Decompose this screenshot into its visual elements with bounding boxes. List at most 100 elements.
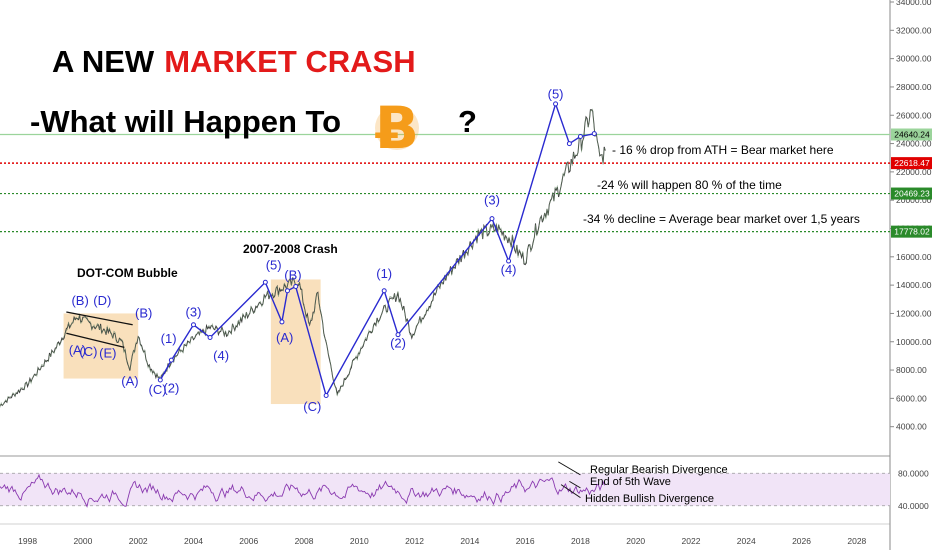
y-tick-label: 12000.00 — [896, 308, 932, 318]
y-tick-label: 20000.00 — [896, 195, 932, 205]
level-label: 17778.02 — [894, 227, 930, 237]
wave-label: (B) — [284, 267, 301, 282]
wave-label: (B) — [71, 293, 88, 308]
wave-label: (1) — [376, 266, 392, 281]
wave-pivot-point — [489, 216, 495, 222]
x-tick-label: 2014 — [460, 536, 479, 546]
wave-label: (4) — [213, 348, 229, 363]
x-tick-label: 2000 — [73, 536, 92, 546]
annotation-drop-34: -34 % decline = Average bear market over… — [583, 212, 860, 226]
x-tick-label: 2018 — [571, 536, 590, 546]
wave-label: (5) — [266, 258, 282, 273]
level-label: 24640.24 — [894, 129, 930, 139]
wave-label: (3) — [484, 192, 500, 207]
x-tick-label: 2012 — [405, 536, 424, 546]
y-tick-label: 24000.00 — [896, 139, 932, 149]
title-line-2: -What will Happen To — [30, 104, 342, 139]
annotation-rsi-bearish: Regular Bearish Divergence — [590, 464, 728, 476]
x-tick-label: 2016 — [516, 536, 535, 546]
wave-pivot-point — [207, 335, 213, 341]
dotcom-channel-bottom — [66, 332, 125, 349]
wave-label: (C) — [79, 344, 97, 359]
wave-label: (1) — [161, 331, 177, 346]
y-tick-label: 30000.00 — [896, 54, 932, 64]
level-label-bg — [891, 225, 932, 238]
y-tick-label: 22000.00 — [896, 167, 932, 177]
x-tick-label: 2010 — [350, 536, 369, 546]
rsi-tick-label: 80.0000 — [898, 468, 929, 478]
wave-pivot-point — [395, 332, 401, 338]
wave-pivot-point — [190, 322, 196, 328]
wave-label: (D) — [93, 293, 111, 308]
wave-label: (4) — [501, 262, 517, 277]
annotation-drop-16: - 16 % drop from ATH = Bear market here — [612, 143, 834, 157]
x-tick-label: 2026 — [792, 536, 811, 546]
x-tick-label: 2004 — [184, 536, 203, 546]
annotation-drop-24: -24 % will happen 80 % of the time — [597, 178, 782, 192]
annotation-crash-2008: 2007-2008 Crash — [243, 242, 338, 256]
y-tick-label: 8000.00 — [896, 365, 927, 375]
wave-label: (A) — [121, 374, 138, 389]
level-label-bg — [891, 187, 932, 200]
level-label: 22618.47 — [894, 158, 930, 168]
wave-label: (C) — [149, 382, 167, 397]
wave-pivot-point — [293, 284, 299, 290]
wave-pivot-point — [381, 288, 387, 294]
x-tick-label: 2008 — [295, 536, 314, 546]
annotation-rsi-hidden: Hidden Bullish Divergence — [585, 493, 715, 505]
level-label-bg — [891, 128, 932, 141]
bearish-divergence-line — [558, 461, 581, 476]
y-tick-label: 32000.00 — [896, 25, 932, 35]
bitcoin-icon-halo — [375, 106, 419, 150]
x-tick-label: 2022 — [682, 536, 701, 546]
x-tick-label: 2006 — [239, 536, 258, 546]
wave-pivot-point — [553, 101, 559, 107]
rsi-series — [0, 473, 605, 508]
wave-label: (E) — [99, 345, 116, 360]
dotcom-channel-top — [66, 311, 133, 326]
bitcoin-icon: Ƀ — [375, 94, 419, 162]
rsi-band — [0, 473, 890, 506]
wave-pivot-point — [168, 357, 174, 363]
x-tick-label: 2020 — [626, 536, 645, 546]
wave-pivot-point — [262, 279, 268, 285]
title-red-part: MARKET CRASH — [164, 44, 416, 79]
level-label-bg — [891, 157, 932, 170]
wave-label: (B) — [135, 306, 152, 321]
wave-pivot-point — [566, 141, 572, 147]
wave-pivot-point — [157, 377, 163, 383]
y-tick-label: 6000.00 — [896, 393, 927, 403]
annotation-dotcom: DOT-COM Bubble — [77, 266, 178, 280]
x-tick-label: 1998 — [18, 536, 37, 546]
title-question-mark: ? — [458, 104, 477, 139]
level-label: 20469.23 — [894, 189, 930, 199]
y-tick-label: 34000.00 — [896, 0, 932, 7]
y-tick-label: 28000.00 — [896, 82, 932, 92]
wave-pivot-point — [284, 288, 290, 294]
crash-2008-box — [270, 279, 321, 405]
title-line-1: A NEW MARKET CRASH — [52, 44, 416, 80]
wave-label: (2) — [163, 381, 179, 396]
wave-pivot-point — [279, 319, 285, 325]
x-tick-label: 2002 — [129, 536, 148, 546]
y-tick-label: 16000.00 — [896, 252, 932, 262]
wave-pivot-point — [506, 258, 512, 264]
end-wave-marker-line — [569, 480, 581, 489]
title-black-part: A NEW — [52, 44, 155, 79]
y-tick-label: 26000.00 — [896, 110, 932, 120]
wave-label: (A) — [276, 330, 293, 345]
y-tick-label: 10000.00 — [896, 337, 932, 347]
wave-label: (2) — [390, 335, 406, 350]
wave-pivot-point — [577, 133, 583, 139]
y-tick-label: 14000.00 — [896, 280, 932, 290]
wave-label: (3) — [186, 304, 202, 319]
wave-label: (5) — [548, 86, 564, 101]
annotation-rsi-end5: End of 5th Wave — [590, 476, 671, 488]
wave-label: (A) — [69, 342, 86, 357]
wave-pivot-point — [323, 393, 329, 399]
hidden-divergence-line — [560, 484, 581, 499]
x-tick-label: 2028 — [847, 536, 866, 546]
x-tick-label: 2024 — [737, 536, 756, 546]
wave-pivot-point — [591, 131, 597, 137]
